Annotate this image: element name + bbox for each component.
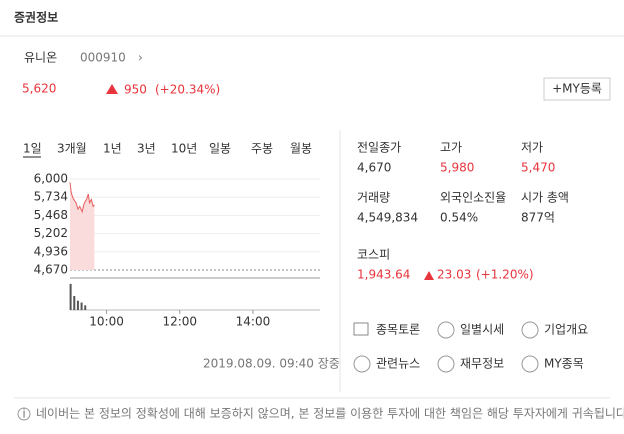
stock-name[interactable]: 유니온 [24,51,57,65]
link-icon[interactable] [437,355,455,373]
info-icon [17,407,31,421]
y-tick-label: 4,670 [34,263,68,277]
stat-value: 877억 [521,211,555,225]
tab[interactable]: 3년 [137,142,156,156]
link[interactable]: 기업개요 [544,323,588,337]
link[interactable]: 종목토론 [376,323,420,337]
volume-bar [80,302,83,310]
stat-label: 외국인소진율 [440,191,506,205]
volume-bar [76,300,79,310]
stat-label: 전일종가 [357,141,401,155]
disclaimer: 네이버는 본 정보의 정확성에 대해 보증하지 않으며, 본 정보를 이용한 투… [36,406,624,421]
y-tick-label: 5,468 [34,208,68,222]
link[interactable]: 일별시세 [460,323,504,337]
stock-code[interactable]: 000910 [80,51,126,65]
link[interactable]: 재무정보 [460,357,504,371]
x-tick-label: 12:00 [162,315,197,329]
tab[interactable]: 일봉 [209,142,231,156]
kospi-rate: (+1.20%) [476,268,534,282]
x-tick-label: 10:00 [89,315,124,329]
tab[interactable]: 1일 [23,142,42,156]
tab[interactable]: 월봉 [290,142,312,156]
kospi-change: 23.03 [437,268,471,282]
y-tick-label: 5,734 [34,190,68,204]
title: 증권정보 [14,10,58,25]
price: 5,620 [22,82,56,96]
stat-label: 저가 [521,141,543,155]
tab[interactable]: 1년 [103,142,122,156]
change: 950 [124,83,147,97]
rate: (+20.34%) [155,83,220,97]
volume-bar [69,283,72,310]
tab[interactable]: 10년 [171,142,197,156]
stat-value: 5,470 [521,161,555,175]
kospi-label: 코스피 [357,248,390,262]
volume-bar [73,296,76,310]
timestamp: 2019.08.09. 09:40 장중 [203,357,340,371]
link[interactable]: MY종목 [544,357,584,371]
link-icon[interactable] [437,321,455,339]
link-icon[interactable] [353,322,369,336]
up-arrow [106,84,118,94]
stat-label: 고가 [440,141,462,155]
y-tick-label: 4,936 [34,244,68,258]
stat-label: 시가 총액 [521,191,569,205]
stat-label: 거래량 [357,191,390,205]
stat-value: 0.54% [440,211,478,225]
info-i: i [22,407,25,421]
my-button[interactable] [543,77,611,101]
link-icon[interactable] [521,355,539,373]
stat-value: 4,670 [357,161,391,175]
link-icon[interactable] [521,321,539,339]
stat-value: 4,549,834 [357,211,418,225]
tab[interactable]: 3개월 [57,142,87,156]
y-tick-label: 5,202 [34,226,68,240]
area [70,182,95,270]
y-tick-label: 6,000 [34,172,68,186]
stat-value: 5,980 [440,161,474,175]
tab[interactable]: 주봉 [251,142,273,156]
up-arrow [424,271,434,280]
link[interactable]: 관련뉴스 [376,357,420,371]
my-button-label[interactable]: +MY등록 [552,82,602,96]
volume-bar [84,305,87,310]
chevron: › [138,51,143,65]
link-icon[interactable] [353,355,371,373]
kospi-value: 1,943.64 [357,268,410,282]
line [69,182,95,214]
x-tick-label: 14:00 [236,315,271,329]
